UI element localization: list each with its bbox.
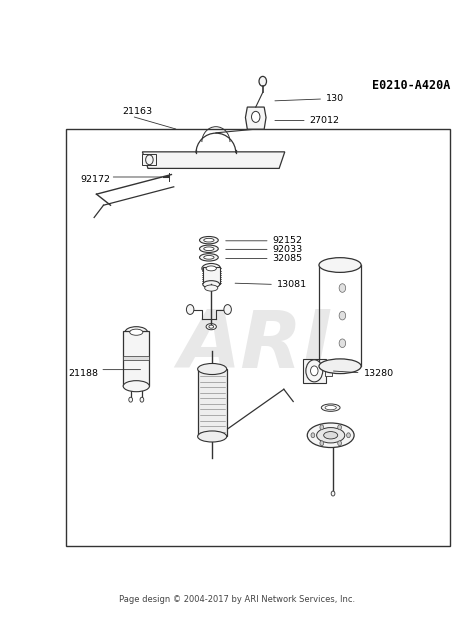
Bar bbox=[203, 267, 219, 284]
Circle shape bbox=[252, 111, 260, 123]
Text: ARI: ARI bbox=[179, 307, 333, 385]
Circle shape bbox=[320, 425, 324, 430]
Ellipse shape bbox=[125, 327, 147, 338]
Text: Page design © 2004-2017 by ARI Network Services, Inc.: Page design © 2004-2017 by ARI Network S… bbox=[119, 594, 355, 604]
Text: 21163: 21163 bbox=[122, 108, 152, 116]
Circle shape bbox=[259, 76, 266, 86]
Ellipse shape bbox=[307, 423, 354, 448]
Ellipse shape bbox=[324, 431, 337, 439]
Bar bbox=[325, 366, 332, 376]
Ellipse shape bbox=[206, 266, 217, 271]
Circle shape bbox=[339, 284, 346, 292]
Bar bbox=[198, 369, 227, 436]
Ellipse shape bbox=[200, 254, 218, 261]
Text: 32085: 32085 bbox=[272, 254, 302, 263]
Circle shape bbox=[146, 155, 153, 165]
Bar bbox=[123, 355, 149, 360]
Ellipse shape bbox=[325, 405, 337, 410]
Circle shape bbox=[311, 433, 315, 438]
Text: 13280: 13280 bbox=[333, 370, 393, 378]
Circle shape bbox=[129, 397, 133, 402]
Ellipse shape bbox=[209, 325, 214, 328]
Circle shape bbox=[140, 397, 144, 402]
Ellipse shape bbox=[205, 285, 218, 291]
Ellipse shape bbox=[319, 258, 361, 272]
Circle shape bbox=[320, 441, 324, 446]
Ellipse shape bbox=[204, 247, 214, 251]
Circle shape bbox=[346, 433, 350, 438]
Text: E0210-A420A: E0210-A420A bbox=[372, 79, 450, 92]
Ellipse shape bbox=[321, 404, 340, 412]
Bar bbox=[142, 154, 156, 165]
Circle shape bbox=[339, 311, 346, 320]
Circle shape bbox=[310, 366, 318, 376]
Circle shape bbox=[337, 441, 341, 446]
Text: 13081: 13081 bbox=[235, 280, 307, 290]
Ellipse shape bbox=[317, 428, 345, 443]
Text: 92172: 92172 bbox=[80, 175, 110, 184]
Ellipse shape bbox=[319, 359, 361, 374]
Bar bbox=[123, 331, 149, 386]
Bar bbox=[66, 129, 450, 546]
Circle shape bbox=[224, 305, 231, 314]
Circle shape bbox=[186, 305, 194, 314]
Bar bbox=[302, 358, 326, 383]
Circle shape bbox=[339, 339, 346, 347]
Text: 27012: 27012 bbox=[275, 116, 339, 125]
Text: 92152: 92152 bbox=[272, 236, 302, 245]
Circle shape bbox=[337, 425, 341, 430]
Ellipse shape bbox=[123, 381, 149, 392]
Polygon shape bbox=[246, 107, 266, 129]
Text: 92033: 92033 bbox=[272, 245, 302, 254]
Text: 130: 130 bbox=[275, 94, 344, 103]
Ellipse shape bbox=[204, 256, 214, 259]
Ellipse shape bbox=[203, 280, 219, 288]
Circle shape bbox=[331, 491, 335, 496]
Polygon shape bbox=[142, 152, 285, 168]
Text: 21188: 21188 bbox=[68, 370, 99, 378]
Ellipse shape bbox=[200, 245, 218, 253]
Ellipse shape bbox=[204, 238, 214, 242]
Ellipse shape bbox=[206, 324, 217, 330]
Ellipse shape bbox=[130, 329, 143, 335]
Circle shape bbox=[306, 360, 323, 382]
Ellipse shape bbox=[200, 236, 218, 244]
Ellipse shape bbox=[202, 264, 220, 274]
Ellipse shape bbox=[198, 363, 227, 374]
Ellipse shape bbox=[198, 431, 227, 442]
